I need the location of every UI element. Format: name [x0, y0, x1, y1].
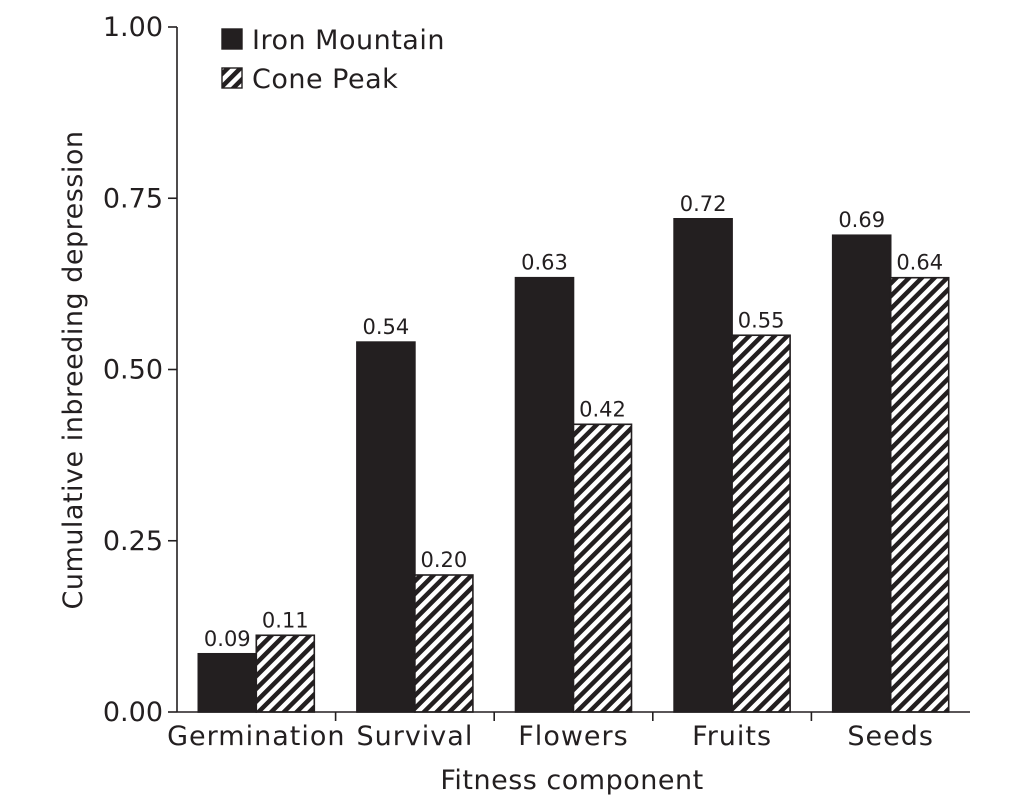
legend-swatch [221, 67, 243, 89]
x-category-label: Germination [167, 721, 345, 752]
data-label: 0.42 [579, 397, 626, 421]
bar [414, 574, 474, 713]
data-label: 0.11 [262, 608, 309, 632]
x-category-label: Seeds [847, 721, 934, 752]
bar [731, 334, 791, 713]
bar [831, 234, 892, 713]
x-ticks-layer: Germination Survival Flowers Fruits Seeds [167, 712, 934, 752]
bar [197, 652, 258, 713]
data-label: 0.72 [680, 192, 727, 216]
y-tick-label: 0.00 [103, 697, 163, 728]
bars-layer [197, 218, 950, 713]
y-tick-label: 0.50 [103, 355, 163, 386]
y-tick-label: 0.75 [103, 183, 163, 214]
bar [514, 276, 575, 713]
bar [889, 276, 950, 713]
legend-swatch [221, 28, 243, 50]
legend-label: Iron Mountain [252, 25, 445, 56]
data-label: 0.64 [896, 251, 943, 275]
data-label: 0.55 [738, 308, 785, 332]
y-axis-title: Cumulative inbreeding depression [58, 131, 89, 610]
bar [356, 341, 416, 713]
data-label: 0.69 [838, 208, 885, 232]
x-category-label: Fruits [692, 721, 772, 752]
y-tick-label: 1.00 [103, 12, 163, 43]
x-category-label: Survival [356, 721, 473, 752]
legend: Iron Mountain Cone Peak [221, 25, 445, 95]
bar [572, 423, 633, 713]
x-axis-title: Fitness component [440, 765, 703, 796]
y-tick-label: 0.25 [103, 526, 163, 557]
y-ticks-layer: 0.00 0.25 0.50 0.75 1.00 [103, 12, 177, 728]
legend-label: Cone Peak [252, 64, 398, 95]
bar [255, 634, 316, 713]
x-category-label: Flowers [518, 721, 628, 752]
data-label: 0.20 [421, 548, 468, 572]
data-label: 0.54 [363, 315, 410, 339]
data-label: 0.09 [204, 627, 251, 651]
value-labels-layer: 0.09 0.54 0.63 0.72 0.69 0.11 0.20 0.42 0.55 0.64 [204, 192, 943, 651]
data-label: 0.63 [521, 251, 568, 275]
bar [673, 218, 733, 713]
